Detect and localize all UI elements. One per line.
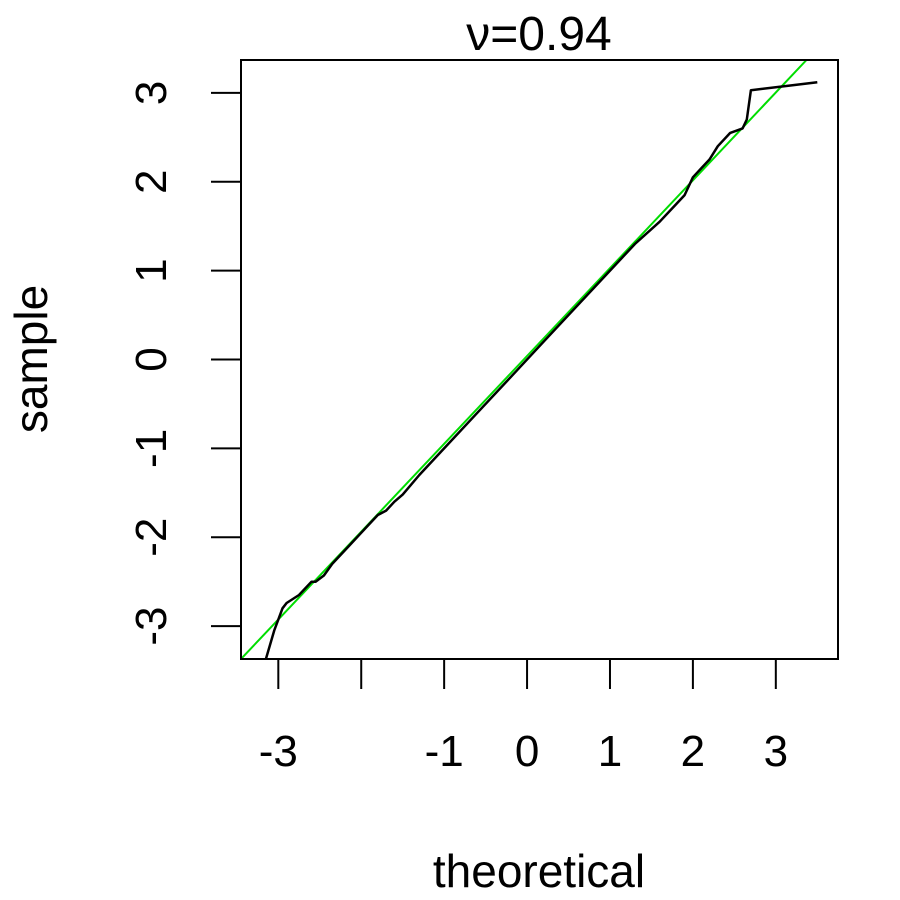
y-axis-label: sample bbox=[5, 285, 57, 433]
y-tick-label: -3 bbox=[127, 607, 176, 646]
sample-quantile-line bbox=[264, 80, 818, 659]
x-tick-label: 1 bbox=[598, 727, 622, 776]
y-tick-label: 2 bbox=[127, 170, 176, 194]
y-tick-label: -1 bbox=[127, 429, 176, 468]
x-axis: -3 -1 0 1 2 3 bbox=[259, 659, 788, 776]
y-axis: -3 -2 -1 0 1 2 3 bbox=[127, 81, 241, 646]
x-tick-label: 3 bbox=[764, 727, 788, 776]
y-tick-label: 0 bbox=[127, 347, 176, 371]
x-tick-label: -3 bbox=[259, 727, 298, 776]
x-tick-label: -1 bbox=[425, 727, 464, 776]
x-axis-label: theoretical bbox=[433, 845, 645, 897]
plot-area bbox=[241, 60, 818, 659]
y-tick-label: 3 bbox=[127, 81, 176, 105]
x-tick-label: 2 bbox=[681, 727, 705, 776]
y-tick-label: -2 bbox=[127, 518, 176, 557]
y-tick-label: 1 bbox=[127, 258, 176, 282]
x-tick-label: 0 bbox=[515, 727, 539, 776]
chart-title: ν=0.94 bbox=[466, 8, 611, 61]
